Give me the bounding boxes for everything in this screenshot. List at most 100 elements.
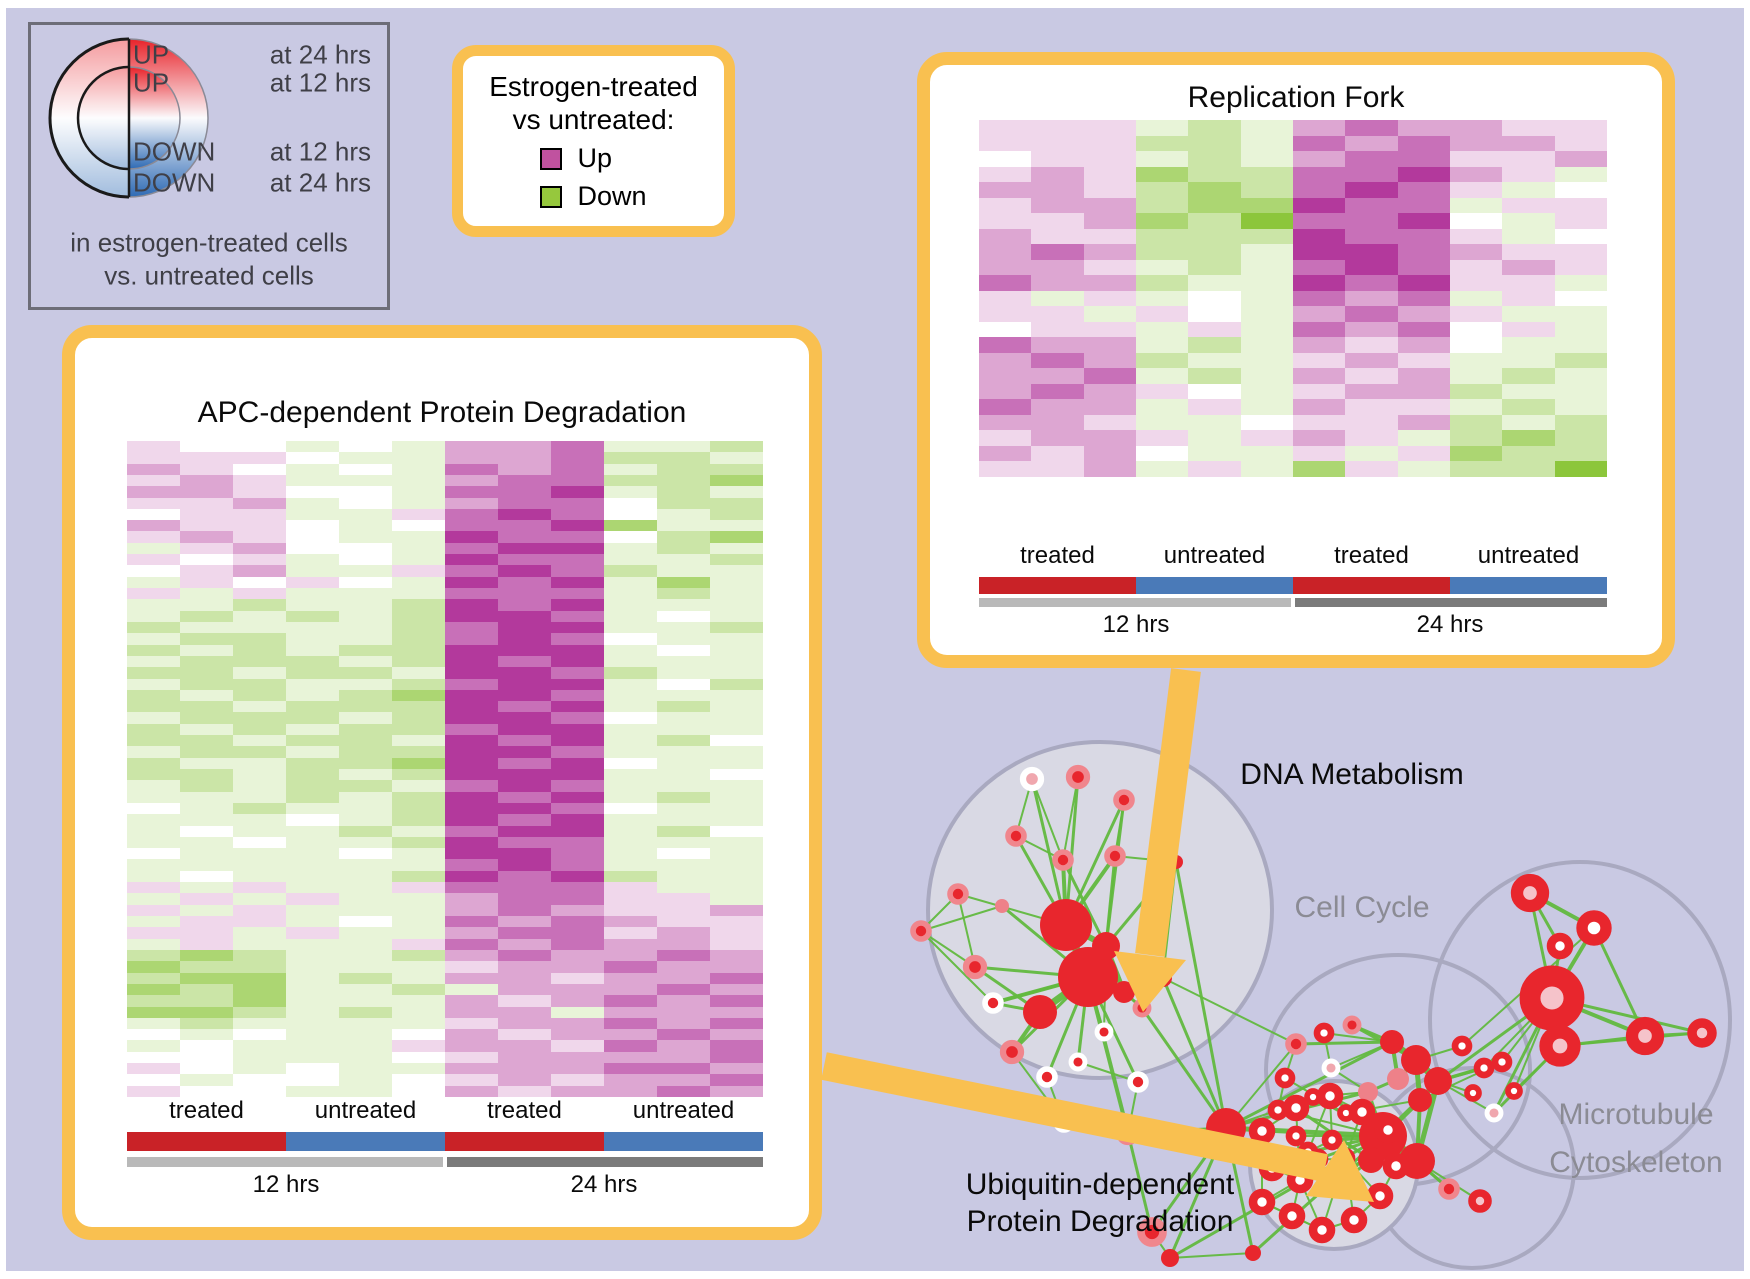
heatmap-cell [604,644,657,656]
heatmap-cell [657,531,710,543]
heatmap-cell [1240,120,1293,136]
heatmap-cell [286,893,339,905]
heatmap-cell [127,882,180,894]
network-node [1285,1125,1307,1147]
heatmap-cell [551,520,604,532]
heatmap-cell [445,768,498,781]
heatmap-cell [657,633,710,645]
heatmap-cell [339,610,392,622]
heatmap-cell [604,870,657,883]
arrow-shaft-replication-fork-to-dna [1135,668,1201,957]
heatmap-cell [392,1017,445,1030]
heatmap-cell [339,689,392,702]
heatmap-cell [233,904,286,917]
heatmap-cell [127,723,180,736]
heatmap-cell [286,723,339,736]
heatmap-cell [498,497,551,509]
heatmap-cell [551,576,604,589]
time-group-label: 12 hrs [1102,611,1170,638]
network-node [1036,1066,1058,1088]
heatmap-cell [498,1017,551,1030]
heatmap-cell [498,893,551,905]
heatmap-cell [498,655,551,668]
heatmap-cell [233,927,286,939]
heatmap-cell [551,565,604,577]
heatmap-cell [710,520,763,532]
network-node [1382,1152,1410,1180]
heatmap-cell [1083,259,1136,276]
heatmap-cell [604,599,657,611]
heatmap-cell [710,972,763,984]
heatmap-cell [979,445,1032,462]
heatmap-cell [1449,166,1503,183]
heatmap-cell [979,290,1032,307]
heatmap-cell [710,712,763,724]
heatmap-cell [127,893,180,905]
heatmap-cell [127,768,180,781]
network-node [1539,1025,1581,1067]
heatmap-cell [127,486,180,498]
heatmap-cell [286,1029,339,1041]
heatmap-cell [604,949,657,962]
heatmap-cell [1292,275,1346,291]
heatmap-cell [657,825,710,837]
heatmap-cell [339,1063,392,1075]
heatmap-cell [1188,368,1241,384]
heatmap-cell [180,904,233,917]
heatmap-cell [180,463,233,475]
heatmap-cell [604,723,657,736]
untreated-bar-segment [1450,577,1607,594]
heatmap-cell [180,621,233,634]
heatmap-cell [604,983,657,996]
heatmap-cell [1083,213,1136,229]
heatmap-cell [392,904,445,917]
heatmap-cell [339,667,392,679]
heatmap-cell [498,689,551,702]
heatmap-cell [445,1051,498,1064]
treatment-group-label: treated [487,1097,562,1124]
heatmap-cell [1292,244,1346,260]
heatmap-cell [551,995,604,1007]
heatmap-cell [710,814,763,826]
heatmap-cell [498,791,551,803]
heatmap-cell [710,497,763,509]
heatmap-cell [392,1029,445,1041]
heatmap-cell [710,633,763,645]
heatmap-cell [657,757,710,769]
heatmap-cell [604,633,657,645]
heatmap-cell [1135,151,1189,167]
heatmap-cell [1188,120,1241,136]
network-node [1464,1084,1482,1102]
network-node [1358,1082,1378,1102]
heatmap-cell [180,531,233,543]
heatmap-cell [498,576,551,589]
heatmap-cell [1554,228,1607,245]
heatmap-cell [445,983,498,996]
heatmap-cell [127,746,180,758]
heatmap-cell [1397,182,1450,198]
network-node [1473,1057,1495,1079]
up-color-swatch [539,147,562,170]
heatmap-cell [1188,259,1241,276]
heatmap-cell [604,768,657,781]
cluster-label: Protein Degradation [966,1205,1234,1238]
heatmap-cell [551,983,604,996]
heatmap-cell [339,712,392,724]
heatmap-cell [445,542,498,555]
treatment-group-label: treated [169,1097,244,1124]
scale-row-time: at 12 hrs [269,67,371,98]
heatmap-cell [286,780,339,792]
heatmap-cell [286,870,339,883]
heatmap-cell [1345,368,1398,384]
untreated-bar-segment [286,1132,445,1151]
heatmap-cell [339,441,392,453]
heatmap-cell [233,814,286,826]
heatmap-cell [127,1074,180,1086]
heatmap-cell [551,644,604,656]
heatmap-cell [551,746,604,758]
untreated-bar-segment [604,1132,763,1151]
heatmap-cell [1135,259,1189,276]
heatmap-cell [445,508,498,521]
heatmap-cell [339,1006,392,1018]
